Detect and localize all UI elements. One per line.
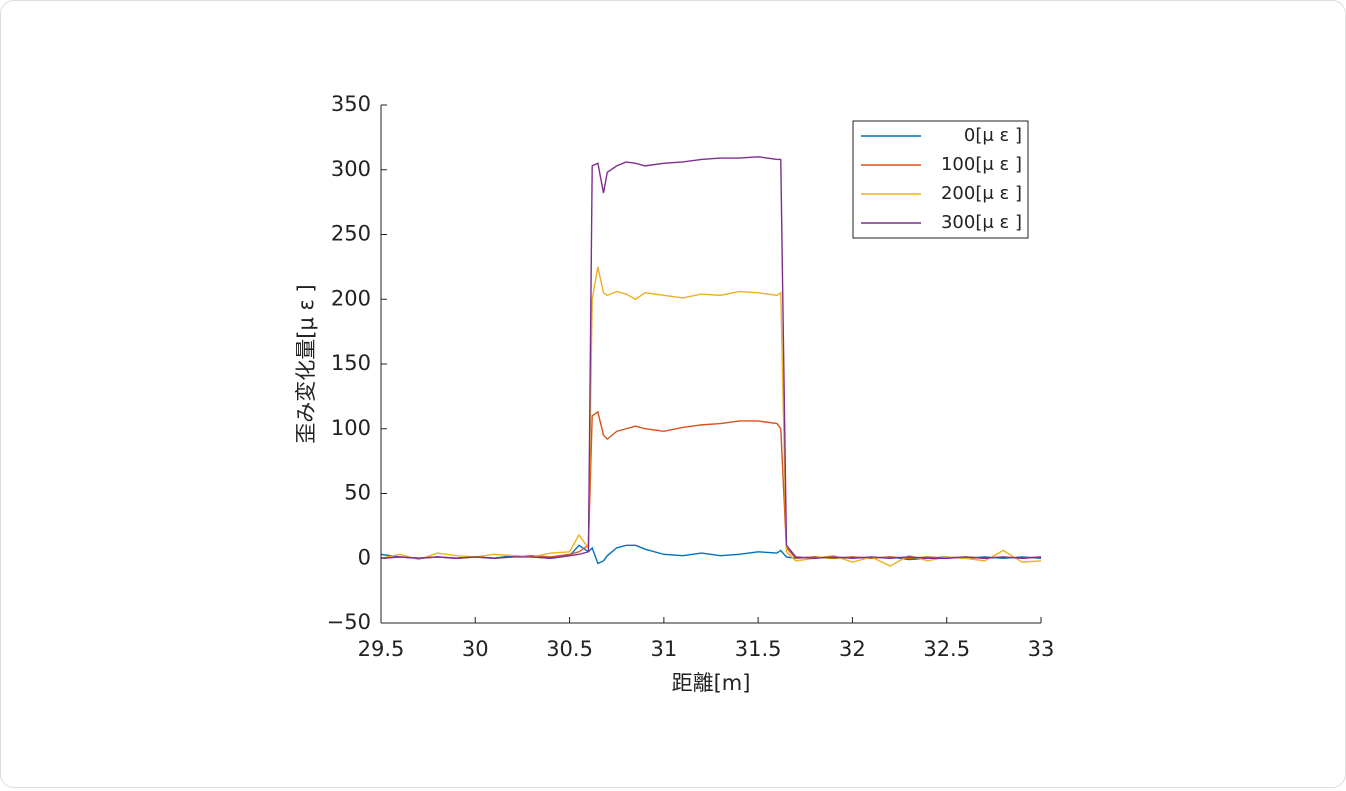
series-line	[380, 266, 1042, 567]
x-tick-label: 31	[650, 637, 677, 661]
y-tick-label: 350	[331, 92, 371, 116]
y-tick-label: 100	[331, 416, 371, 440]
y-tick-label: 150	[331, 351, 371, 375]
series-line	[380, 410, 1042, 559]
y-tick-label: 300	[331, 157, 371, 181]
x-tick-label: 30.5	[546, 637, 593, 661]
y-tick-label: 250	[331, 222, 371, 246]
y-axis-label: 歪み変化量[μ ε ]	[294, 284, 318, 443]
legend-box	[852, 120, 1029, 239]
series-line	[380, 544, 1042, 565]
legend-label: 100[μ ε ]	[941, 154, 1022, 175]
legend-label: 300[μ ε ]	[941, 212, 1022, 233]
x-axis-label: 距離[m]	[672, 671, 751, 695]
legend-label: 0[μ ε ]	[964, 125, 1022, 146]
x-tick-label: 32	[839, 637, 866, 661]
x-tick-label: 32.5	[923, 637, 970, 661]
legend-label: 200[μ ε ]	[941, 183, 1022, 204]
y-tick-label: 0	[358, 545, 371, 569]
x-tick-label: 29.5	[358, 637, 405, 661]
y-tick-label: −50	[327, 610, 371, 634]
x-tick-label: 33	[1028, 637, 1055, 661]
x-tick-label: 30	[462, 637, 489, 661]
series-line	[380, 156, 1042, 559]
y-tick-label: 50	[344, 481, 371, 505]
y-tick-label: 200	[331, 286, 371, 310]
x-tick-label: 31.5	[735, 637, 782, 661]
